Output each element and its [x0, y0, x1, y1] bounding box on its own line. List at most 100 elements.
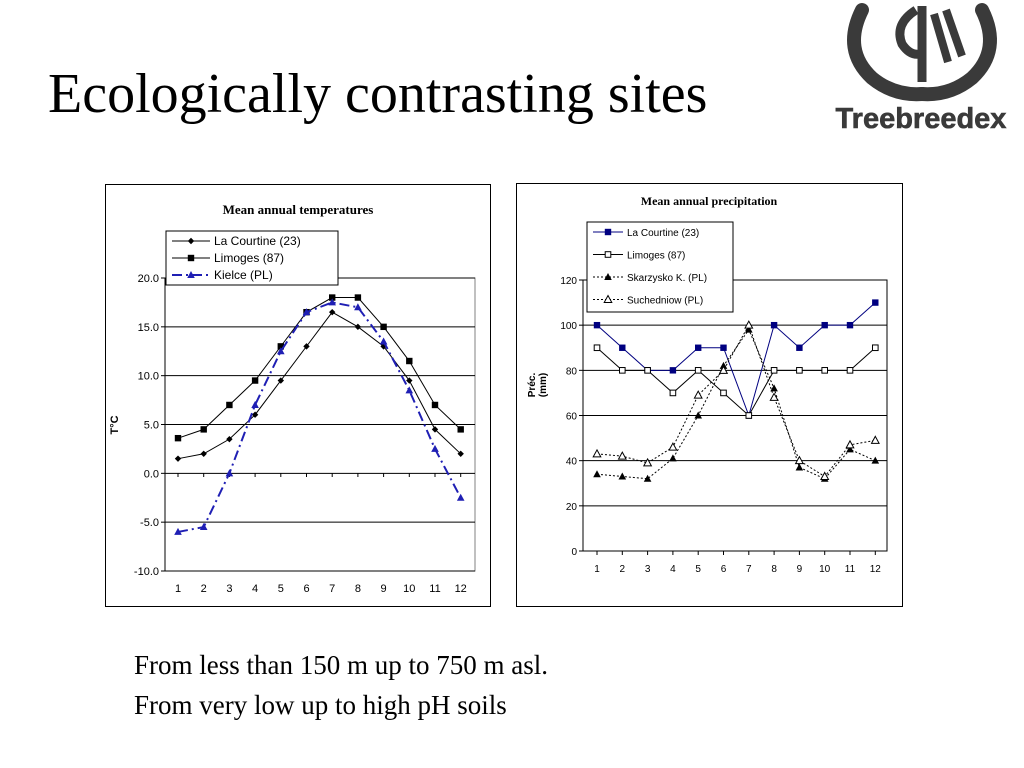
temperature-chart: Mean annual temperatures -10.0 -5.0 0.0 5.0 1… — [105, 184, 491, 607]
precip-legend-entry: Skarzysko K. (PL) — [627, 273, 707, 284]
precip-data-point — [770, 321, 778, 329]
tree-logo-icon: Treebreedex — [835, 3, 1007, 135]
temp-data-point — [277, 377, 284, 384]
slide-title: Ecologically contrasting sites — [48, 63, 708, 125]
caption-altitude: From less than 150 m up to 750 m asl. — [134, 650, 548, 680]
precip-legend — [586, 221, 734, 313]
precip-y-tick-label: 100 — [560, 321, 577, 332]
temp-x-tick-label: 4 — [252, 583, 258, 595]
temp-x-tick-label: 10 — [403, 583, 415, 595]
precip-data-point — [821, 367, 828, 374]
temp-data-point — [174, 434, 182, 442]
precip-data-point — [695, 344, 702, 351]
precip-data-point — [694, 411, 702, 419]
precip-data-point — [668, 442, 678, 451]
precip-y-tick-label: 60 — [566, 412, 578, 423]
precipitation-chart-svg: Mean annual precipitation 0 20 40 60 80 100 120… — [527, 194, 888, 575]
precip-data-point — [694, 367, 702, 374]
precip-series-3 — [592, 320, 880, 480]
precip-x-tick-label: 4 — [670, 564, 676, 575]
temp-x-tick-label: 9 — [381, 583, 387, 595]
temp-x-tick-label: 11 — [429, 583, 440, 595]
precip-data-point — [720, 389, 727, 397]
treebreedex-logo: Treebreedex — [826, 0, 1016, 140]
precip-data-point — [770, 367, 778, 374]
precip-y-tick-label: 40 — [566, 457, 578, 468]
temp-data-point — [379, 337, 388, 345]
precip-x-tick-label: 8 — [771, 564, 777, 575]
precip-data-point — [745, 412, 753, 419]
precip-x-tick-label: 9 — [797, 564, 803, 575]
temp-data-point — [380, 323, 387, 331]
temp-data-point — [431, 444, 439, 452]
precip-data-point — [796, 344, 803, 351]
temp-y-tick-label: -10.0 — [134, 566, 159, 578]
precip-x-tick-label: 11 — [845, 564, 856, 575]
precip-legend-entry: La Courtine (23) — [627, 228, 699, 239]
temp-data-point — [329, 308, 336, 316]
precip-data-point — [592, 448, 602, 458]
precipitation-chart: Mean annual precipitation 0 20 40 60 80 100 120… — [516, 183, 903, 607]
temp-data-point — [329, 294, 336, 301]
temp-y-axis-label: T°C — [109, 415, 121, 434]
temp-data-point — [405, 386, 414, 394]
precip-data-point — [593, 321, 601, 329]
temp-x-tick-label: 8 — [355, 583, 361, 595]
temp-data-point — [251, 377, 259, 384]
precip-data-point — [770, 384, 778, 392]
precip-y-tick-label: 0 — [571, 547, 577, 558]
temp-x-tick-label: 2 — [201, 583, 207, 595]
temp-x-tick-label: 3 — [226, 583, 232, 595]
precip-data-point — [846, 367, 854, 374]
precip-x-tick-label: 1 — [594, 564, 600, 575]
precip-legend-entry: Limoges (87) — [627, 251, 685, 262]
precip-legend-entry: Suchedniow (PL) — [627, 296, 703, 307]
precip-x-tick-label: 2 — [620, 564, 626, 575]
precip-data-point — [593, 470, 601, 478]
precip-data-point — [644, 367, 651, 374]
precip-data-point — [593, 344, 601, 352]
temp-chart-title: Mean annual temperatures — [223, 202, 374, 217]
temp-y-tick-label: 5.0 — [144, 420, 159, 432]
precip-y-tick-label: 20 — [566, 502, 578, 513]
temp-data-point — [225, 469, 234, 477]
temperature-chart-svg: Mean annual temperatures -10.0 -5.0 0.0 5.0 1… — [109, 202, 476, 595]
precip-data-point — [619, 344, 626, 351]
precip-y-axis-label-line: Préc. — [527, 373, 538, 398]
temp-y-tick-label: -5.0 — [140, 517, 159, 529]
precip-data-point — [821, 321, 828, 329]
precip-y-axis-label-line: (mm) — [538, 373, 549, 397]
temp-x-tick-label: 7 — [329, 583, 335, 595]
logo-text: Treebreedex — [836, 103, 1007, 135]
precip-data-point — [870, 435, 880, 444]
temp-y-axis-label-line: T°C — [109, 415, 121, 434]
precip-series-1 — [593, 344, 879, 419]
temp-x-tick-label: 1 — [175, 583, 181, 595]
precip-series-line — [596, 323, 876, 478]
temp-legend-marker — [187, 271, 195, 278]
precip-data-point — [820, 471, 830, 480]
precip-data-point — [720, 344, 727, 351]
precip-data-point — [796, 367, 803, 374]
temp-data-point — [199, 523, 208, 531]
precip-data-point — [669, 367, 677, 374]
precip-legend-marker — [603, 294, 613, 303]
precip-data-point — [744, 320, 754, 329]
precip-data-point — [642, 457, 653, 467]
temp-data-point — [174, 455, 182, 462]
temp-series-line — [177, 311, 462, 460]
temp-y-tick-label: 10.0 — [138, 371, 159, 383]
precip-data-point — [669, 389, 677, 397]
precip-legend-marker — [604, 273, 612, 280]
temp-data-point — [456, 493, 465, 501]
temp-y-tick-label: 15.0 — [138, 322, 159, 334]
temp-data-point — [251, 411, 259, 418]
precip-x-tick-label: 5 — [695, 564, 701, 575]
precip-chart-title: Mean annual precipitation — [641, 194, 778, 208]
precip-x-tick-label: 6 — [721, 564, 727, 575]
caption-soil-ph: From very low up to high pH soils — [134, 690, 507, 720]
temp-data-point — [277, 347, 285, 355]
temp-data-point — [431, 401, 439, 409]
temp-x-tick-label: 12 — [455, 583, 467, 595]
temp-data-point — [457, 426, 464, 433]
